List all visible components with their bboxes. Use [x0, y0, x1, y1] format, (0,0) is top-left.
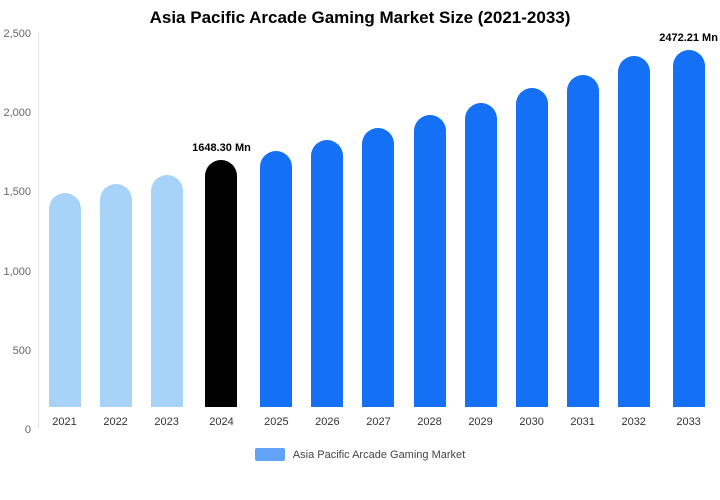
x-tick-2030: 2030 [519, 416, 544, 428]
bar-2024[interactable] [205, 159, 238, 407]
x-tick-2021: 2021 [52, 416, 77, 428]
bar-wrap-2025 [251, 32, 302, 407]
bar-wrap-2023 [141, 32, 192, 407]
bar-wrap-2028 [404, 32, 455, 407]
x-tick-2032: 2032 [621, 416, 646, 428]
y-tick-2000: 2,000 [3, 107, 31, 120]
y-tick-0: 0 [24, 423, 31, 436]
bar-column-2021: 2021 [39, 32, 90, 428]
bar-column-2031: 2031 [557, 32, 608, 428]
bar-wrap-2021 [39, 32, 90, 407]
x-tick-2022: 2022 [103, 416, 128, 428]
bar-wrap-2022 [90, 32, 141, 407]
legend-marker[interactable] [254, 448, 285, 461]
bar-2023[interactable] [150, 174, 183, 407]
bar-2029[interactable] [464, 102, 497, 407]
legend-label[interactable]: Asia Pacific Arcade Gaming Market [292, 448, 466, 461]
chart-title: Asia Pacific Arcade Gaming Market Size (… [149, 8, 571, 27]
bar-2032[interactable] [617, 56, 650, 407]
bar-wrap-2031 [557, 32, 608, 407]
x-tick-2031: 2031 [570, 416, 595, 428]
bar-column-2029: 2029 [455, 32, 506, 428]
bar-wrap-2024: 1648.30 Mn [192, 32, 251, 407]
bar-2031[interactable] [566, 74, 599, 407]
x-tick-2028: 2028 [417, 416, 442, 428]
bar-wrap-2027 [353, 32, 404, 407]
bar-column-2026: 2026 [302, 32, 353, 428]
bar-value-label-2033: 2472.21 Mn [659, 32, 718, 44]
x-tick-2024: 2024 [209, 416, 234, 428]
bar-column-2022: 2022 [90, 32, 141, 428]
bar-2021[interactable] [48, 192, 81, 407]
bar-column-2028: 2028 [404, 32, 455, 428]
y-axis: 2,500 2,000 1,500 1,000 500 0 [0, 28, 38, 436]
bar-column-2027: 2027 [353, 32, 404, 428]
bar-column-2030: 2030 [506, 32, 557, 428]
x-tick-2025: 2025 [264, 416, 289, 428]
bar-wrap-2030 [506, 32, 557, 407]
bar-2027[interactable] [362, 128, 395, 407]
y-tick-500: 500 [12, 344, 31, 357]
x-tick-2023: 2023 [154, 416, 179, 428]
y-tick-1500: 1,500 [3, 186, 31, 199]
bar-column-2033: 2472.21 Mn 2033 [659, 32, 718, 428]
bar-2026[interactable] [311, 140, 344, 407]
bar-wrap-2033: 2472.21 Mn [659, 32, 718, 407]
bar-column-2024: 1648.30 Mn 2024 [192, 32, 251, 428]
chart-body: 2,500 2,000 1,500 1,000 500 0 2021 2022 2023 164… [0, 28, 720, 436]
bar-column-2025: 2025 [251, 32, 302, 428]
y-tick-1000: 1,000 [3, 265, 31, 278]
x-tick-2026: 2026 [315, 416, 340, 428]
x-tick-2027: 2027 [366, 416, 391, 428]
bar-wrap-2026 [302, 32, 353, 407]
y-tick-2500: 2,500 [3, 28, 31, 40]
bar-wrap-2032 [608, 32, 659, 407]
bar-column-2023: 2023 [141, 32, 192, 428]
bar-2025[interactable] [260, 151, 293, 407]
bar-2033[interactable] [672, 50, 705, 407]
bar-wrap-2029 [455, 32, 506, 407]
bar-column-2032: 2032 [608, 32, 659, 428]
plot-area: 2021 2022 2023 1648.30 Mn 2024 2025 2026 2027 20… [38, 32, 718, 428]
bar-value-label-2024: 1648.30 Mn [192, 141, 251, 154]
legend: Asia Pacific Arcade Gaming Market [0, 448, 720, 461]
bar-2022[interactable] [99, 183, 132, 407]
bar-2028[interactable] [413, 115, 446, 407]
x-tick-2029: 2029 [468, 416, 493, 428]
x-tick-2033: 2033 [676, 416, 701, 428]
bar-2030[interactable] [515, 87, 548, 407]
